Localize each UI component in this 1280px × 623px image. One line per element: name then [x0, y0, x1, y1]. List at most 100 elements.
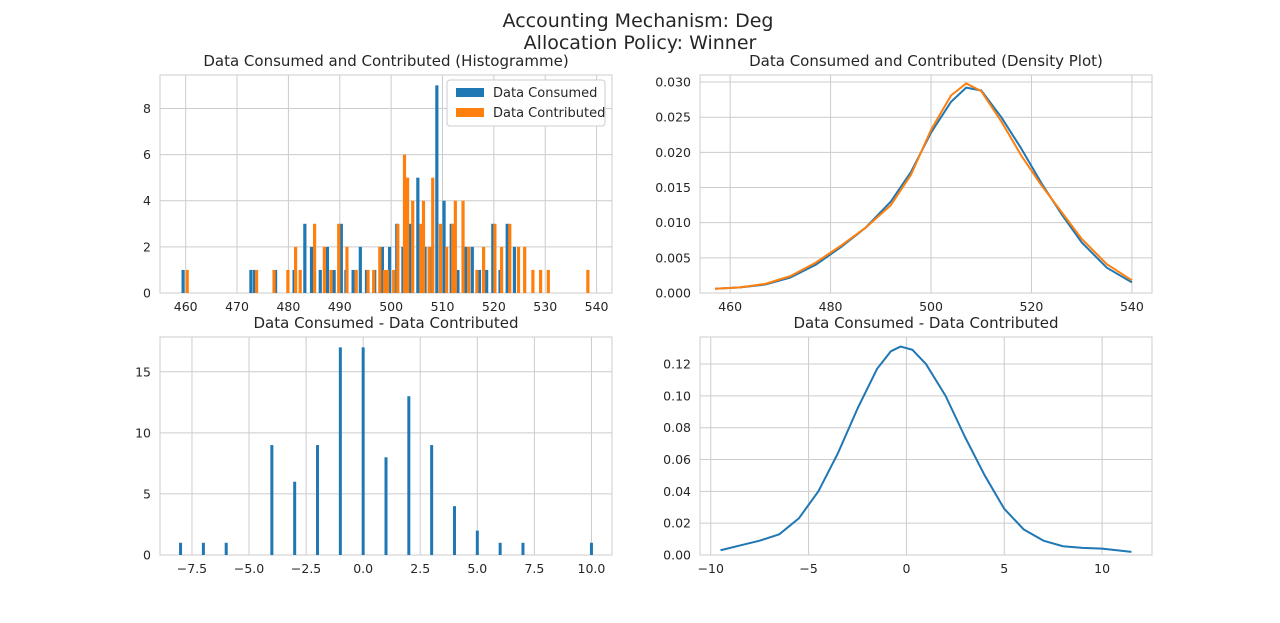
x-tick-label: −7.5	[177, 561, 207, 576]
hist-bar	[451, 223, 455, 293]
density-plot-area	[699, 74, 1153, 294]
hist-bar	[332, 269, 336, 293]
y-tick-label: 0.015	[655, 180, 691, 195]
density-chart: Data Consumed and Contributed (Density P…	[655, 52, 1153, 314]
diffhist-bar	[430, 445, 434, 555]
x-tick-label: 0	[902, 561, 910, 576]
hist-bar	[254, 269, 259, 293]
y-tick-label: 4	[143, 193, 151, 208]
difference-density-chart: Data Consumed - Data Contributed −10 −5 0 5…	[663, 314, 1153, 576]
diffhist-bar	[201, 542, 205, 555]
density-series-line	[715, 82, 1133, 290]
hist-bar	[416, 177, 420, 293]
hist-bar	[481, 246, 486, 293]
hist-bar	[464, 246, 468, 293]
hist-bar	[272, 269, 276, 293]
hist-bar	[477, 269, 482, 293]
y-tick-label: 0.010	[655, 215, 691, 230]
x-tick-label: −5.0	[234, 561, 264, 576]
hist-bar	[442, 200, 446, 293]
hist-bar	[408, 223, 412, 293]
hist-bar	[512, 246, 517, 293]
y-tick-label: 0.08	[663, 420, 691, 435]
hist-bar	[303, 223, 307, 293]
x-tick-label: 480	[819, 299, 843, 314]
hist-bar	[427, 246, 431, 293]
x-tick-label: 520	[482, 299, 506, 314]
hist-bar	[411, 200, 415, 293]
hist-bar	[475, 269, 479, 293]
hist-bar	[339, 223, 343, 293]
x-tick-label: 5	[1000, 561, 1008, 576]
x-tick-label: 500	[379, 299, 403, 314]
hist-bar	[322, 246, 326, 293]
diffhist-bar	[384, 457, 388, 555]
x-tick-label: 5.0	[467, 561, 487, 576]
y-tick-label: 0.10	[663, 388, 691, 403]
x-tick-label: 7.5	[524, 561, 544, 576]
legend	[446, 79, 606, 127]
hist-bar	[499, 246, 504, 293]
hist-bar	[456, 269, 460, 293]
hist-bar	[523, 246, 527, 293]
hist-bar	[387, 246, 392, 293]
hist-bar	[435, 85, 439, 293]
x-tick-label: 460	[718, 299, 742, 314]
hist-bar	[286, 269, 290, 293]
hist-bar	[382, 269, 387, 293]
diffhist-bar	[589, 542, 593, 555]
hist-bar	[385, 269, 390, 293]
hist-bar	[392, 269, 396, 293]
hist-bar	[470, 246, 474, 293]
legend-label: Data Consumed	[493, 86, 597, 101]
hist-bar	[358, 246, 362, 293]
diffhist-bar	[475, 530, 479, 555]
diffhist-bar	[407, 396, 411, 555]
hist-bar	[325, 246, 330, 293]
x-tick-label: 540	[1120, 299, 1144, 314]
hist-bar	[419, 223, 423, 293]
hist-bar	[380, 246, 385, 293]
x-tick-label: 0.0	[353, 561, 373, 576]
diffhist-bar	[316, 445, 320, 555]
x-tick-label: 510	[431, 299, 455, 314]
y-tick-label: 10	[135, 425, 151, 440]
hist-bar	[505, 223, 509, 293]
hist-bar	[298, 269, 302, 293]
hist-bar	[249, 269, 253, 293]
y-tick-label: 0.030	[655, 75, 691, 90]
hist-bar	[461, 200, 465, 293]
diffdensity-series-line	[720, 345, 1132, 553]
diffhist-bar	[338, 347, 342, 555]
y-tick-label: 0.020	[655, 145, 691, 160]
hist-bar	[539, 269, 543, 293]
x-tick-label: 460	[174, 299, 198, 314]
x-tick-label: 2.5	[410, 561, 430, 576]
hist-bar	[467, 246, 471, 293]
diffhist-bar	[361, 347, 365, 555]
hist-bar	[329, 269, 333, 293]
x-tick-label: −5	[799, 561, 817, 576]
histogram-chart: Data Consumed and Contributed (Histogram…	[143, 52, 613, 314]
x-tick-label: 500	[919, 299, 943, 314]
x-tick-label: 490	[328, 299, 352, 314]
y-tick-label: 15	[135, 364, 151, 379]
hist-bar	[445, 246, 449, 293]
y-tick-label: 6	[143, 147, 151, 162]
hist-bar	[366, 269, 370, 293]
hist-bar	[309, 246, 314, 293]
x-tick-label: 470	[225, 299, 249, 314]
hist-bar	[491, 223, 495, 293]
hist-bar	[508, 223, 512, 293]
diffhist-bar	[270, 445, 274, 555]
y-tick-label: 5	[143, 486, 151, 501]
hist-bar	[453, 200, 457, 293]
diffhist-bar	[179, 542, 183, 555]
hist-bar	[354, 269, 358, 293]
hist-bar	[546, 269, 550, 293]
figure-title-line2: Allocation Policy: Winner	[524, 32, 757, 54]
hist-bar	[185, 269, 189, 293]
diffhist-bar	[293, 481, 297, 555]
hist-bar	[252, 269, 257, 293]
density-chart-title: Data Consumed and Contributed (Density P…	[749, 52, 1103, 70]
